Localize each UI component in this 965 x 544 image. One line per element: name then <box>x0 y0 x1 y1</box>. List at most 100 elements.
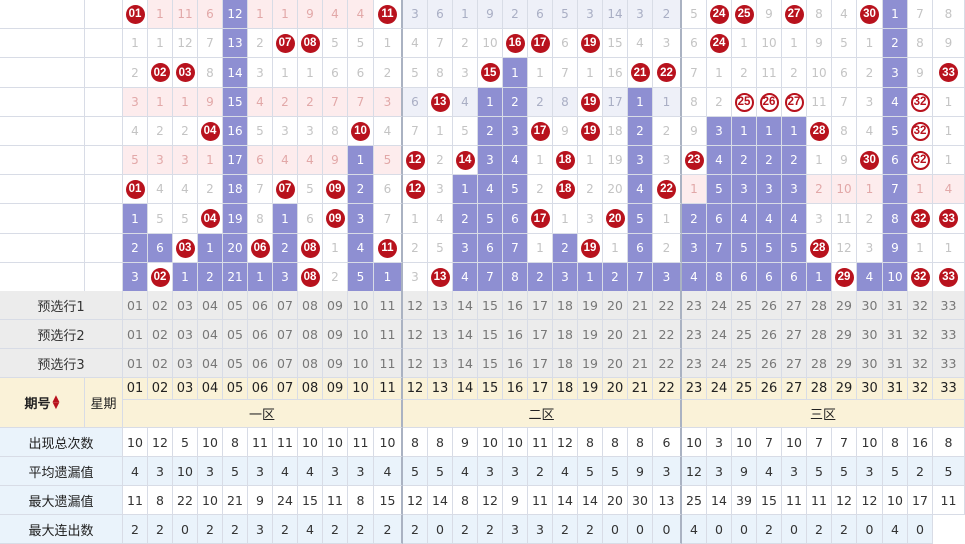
preselect-number-button[interactable]: 16 <box>503 349 528 378</box>
preselect-number-button[interactable]: 22 <box>653 291 682 320</box>
preselect-number-button[interactable]: 12 <box>403 291 428 320</box>
preselect-number-button[interactable]: 10 <box>348 291 374 320</box>
preselect-number-button[interactable]: 03 <box>173 320 198 349</box>
preselect-number-button[interactable]: 17 <box>528 291 553 320</box>
preselect-number-button[interactable]: 13 <box>428 291 453 320</box>
preselect-number-button[interactable]: 10 <box>348 320 374 349</box>
preselect-number-button[interactable]: 21 <box>628 291 653 320</box>
preselect-number-button[interactable]: 17 <box>528 320 553 349</box>
sort-arrows-icon[interactable]: ▲ ▼ <box>52 393 60 411</box>
preselect-number-button[interactable]: 23 <box>682 320 707 349</box>
preselect-number-button[interactable]: 26 <box>757 349 782 378</box>
preselect-number-button[interactable]: 15 <box>478 291 503 320</box>
preselect-number-button[interactable]: 04 <box>198 320 223 349</box>
preselect-number-button[interactable]: 31 <box>883 291 908 320</box>
preselect-number-button[interactable]: 10 <box>348 349 374 378</box>
preselect-number-button[interactable]: 29 <box>832 291 857 320</box>
preselect-number-button[interactable]: 04 <box>198 291 223 320</box>
preselect-number-button[interactable]: 05 <box>223 349 248 378</box>
preselect-number-button[interactable]: 15 <box>478 349 503 378</box>
preselect-number-button[interactable]: 14 <box>453 320 478 349</box>
preselect-number-button[interactable]: 32 <box>908 349 933 378</box>
preselect-number-button[interactable]: 24 <box>707 320 732 349</box>
preselect-number-button[interactable]: 33 <box>933 291 965 320</box>
preselect-number-button[interactable]: 09 <box>323 291 348 320</box>
preselect-number-button[interactable]: 31 <box>883 320 908 349</box>
preselect-number-button[interactable]: 12 <box>403 349 428 378</box>
preselect-number-button[interactable]: 25 <box>732 320 757 349</box>
preselect-number-button[interactable]: 11 <box>374 320 403 349</box>
preselect-number-button[interactable]: 25 <box>732 349 757 378</box>
preselect-number-button[interactable]: 03 <box>173 291 198 320</box>
preselect-number-button[interactable]: 20 <box>603 349 628 378</box>
preselect-number-button[interactable]: 18 <box>553 320 578 349</box>
preselect-number-button[interactable]: 27 <box>782 349 807 378</box>
preselect-number-button[interactable]: 18 <box>553 349 578 378</box>
preselect-number-button[interactable]: 20 <box>603 320 628 349</box>
preselect-number-button[interactable]: 22 <box>653 349 682 378</box>
preselect-number-button[interactable]: 25 <box>732 291 757 320</box>
preselect-number-button[interactable]: 31 <box>883 349 908 378</box>
preselect-number-button[interactable]: 08 <box>298 291 323 320</box>
preselect-number-button[interactable]: 08 <box>298 320 323 349</box>
preselect-number-button[interactable]: 19 <box>578 291 603 320</box>
preselect-number-button[interactable]: 05 <box>223 320 248 349</box>
preselect-number-button[interactable]: 27 <box>782 291 807 320</box>
preselect-number-button[interactable]: 04 <box>198 349 223 378</box>
preselect-number-button[interactable]: 07 <box>273 349 298 378</box>
preselect-number-button[interactable]: 19 <box>578 320 603 349</box>
preselect-number-button[interactable]: 33 <box>933 320 965 349</box>
preselect-number-button[interactable]: 11 <box>374 349 403 378</box>
preselect-number-button[interactable]: 06 <box>248 349 273 378</box>
preselect-number-button[interactable]: 15 <box>478 320 503 349</box>
preselect-number-button[interactable]: 30 <box>857 320 883 349</box>
preselect-number-button[interactable]: 32 <box>908 291 933 320</box>
preselect-number-button[interactable]: 27 <box>782 320 807 349</box>
preselect-number-button[interactable]: 03 <box>173 349 198 378</box>
preselect-number-button[interactable]: 07 <box>273 291 298 320</box>
preselect-number-button[interactable]: 23 <box>682 291 707 320</box>
preselect-number-button[interactable]: 01 <box>123 291 148 320</box>
preselect-number-button[interactable]: 05 <box>223 291 248 320</box>
preselect-number-button[interactable]: 30 <box>857 349 883 378</box>
preselect-number-button[interactable]: 17 <box>528 349 553 378</box>
preselect-number-button[interactable]: 14 <box>453 349 478 378</box>
preselect-number-button[interactable]: 02 <box>148 320 173 349</box>
preselect-number-button[interactable]: 07 <box>273 320 298 349</box>
preselect-number-button[interactable]: 02 <box>148 349 173 378</box>
preselect-number-button[interactable]: 12 <box>403 320 428 349</box>
preselect-number-button[interactable]: 28 <box>807 349 832 378</box>
preselect-number-button[interactable]: 16 <box>503 291 528 320</box>
preselect-number-button[interactable]: 32 <box>908 320 933 349</box>
preselect-number-button[interactable]: 02 <box>148 291 173 320</box>
preselect-number-button[interactable]: 24 <box>707 291 732 320</box>
preselect-number-button[interactable]: 06 <box>248 320 273 349</box>
preselect-number-button[interactable]: 16 <box>503 320 528 349</box>
preselect-number-button[interactable]: 28 <box>807 320 832 349</box>
preselect-number-button[interactable]: 13 <box>428 320 453 349</box>
preselect-number-button[interactable]: 20 <box>603 291 628 320</box>
preselect-number-button[interactable]: 26 <box>757 291 782 320</box>
period-header[interactable]: 期号 ▲ ▼ <box>0 378 85 428</box>
preselect-number-button[interactable]: 08 <box>298 349 323 378</box>
preselect-number-button[interactable]: 19 <box>578 349 603 378</box>
preselect-number-button[interactable]: 30 <box>857 291 883 320</box>
preselect-number-button[interactable]: 06 <box>248 291 273 320</box>
preselect-number-button[interactable]: 21 <box>628 349 653 378</box>
preselect-number-button[interactable]: 18 <box>553 291 578 320</box>
preselect-number-button[interactable]: 22 <box>653 320 682 349</box>
preselect-number-button[interactable]: 14 <box>453 291 478 320</box>
preselect-number-button[interactable]: 29 <box>832 320 857 349</box>
preselect-number-button[interactable]: 11 <box>374 291 403 320</box>
preselect-number-button[interactable]: 09 <box>323 349 348 378</box>
preselect-number-button[interactable]: 26 <box>757 320 782 349</box>
preselect-number-button[interactable]: 29 <box>832 349 857 378</box>
preselect-number-button[interactable]: 01 <box>123 349 148 378</box>
preselect-number-button[interactable]: 24 <box>707 349 732 378</box>
preselect-number-button[interactable]: 09 <box>323 320 348 349</box>
preselect-number-button[interactable]: 33 <box>933 349 965 378</box>
preselect-number-button[interactable]: 21 <box>628 320 653 349</box>
preselect-number-button[interactable]: 01 <box>123 320 148 349</box>
preselect-number-button[interactable]: 13 <box>428 349 453 378</box>
preselect-number-button[interactable]: 23 <box>682 349 707 378</box>
